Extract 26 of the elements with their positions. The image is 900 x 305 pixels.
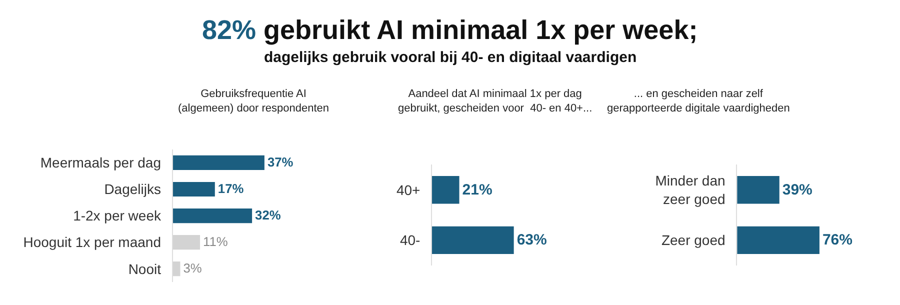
bar xyxy=(172,155,264,170)
y-tick-label: Hooguit 1x per maand xyxy=(23,234,161,250)
data-label: 3% xyxy=(183,260,202,276)
data-label: 21% xyxy=(462,181,492,198)
bar xyxy=(172,208,252,224)
bar xyxy=(172,182,215,197)
text: 82% gebruikt AI minimaal 1x per week; xyxy=(202,15,698,45)
data-label: 63% xyxy=(516,232,547,249)
y-tick-label: Dagelijks xyxy=(104,181,161,198)
y-tick-label: Meermaals per dag xyxy=(40,154,161,171)
y-tick-label: Nooit xyxy=(128,260,162,277)
data-label: 11% xyxy=(203,234,228,250)
chart-title: Aandeel dat AI minimaal 1x per dag gebruikt, gescheiden voor 40- en 40+... xyxy=(398,88,592,114)
text: dagelijks gebruik vooral bij 40- en digitaal vaardigen xyxy=(264,49,637,66)
y-tick-label: 1-2x per week xyxy=(73,208,162,224)
chart-title: ... en gescheiden naar zelf gerapporteerde digitale vaardigheden xyxy=(607,88,790,114)
y-tick-label: 40+ xyxy=(396,182,420,198)
y-tick-label: Minder dan zeer goed xyxy=(655,172,726,207)
data-label: 37% xyxy=(267,154,294,170)
data-label: 39% xyxy=(782,181,812,198)
data-label: 32% xyxy=(255,208,282,223)
y-tick-label: 40- xyxy=(400,232,421,248)
data-label: 17% xyxy=(218,181,244,196)
data-label: 76% xyxy=(822,232,852,249)
chart-title: Gebruiksfrequentie AI (algemeen) door respondenten xyxy=(178,88,330,114)
y-tick-label: Zeer goed xyxy=(661,232,726,248)
